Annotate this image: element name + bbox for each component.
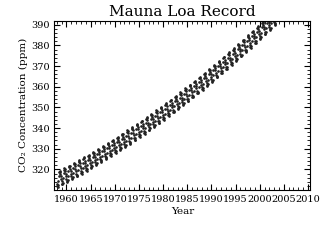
Y-axis label: CO₂ Concentration (ppm): CO₂ Concentration (ppm): [19, 38, 28, 172]
Title: Mauna Loa Record: Mauna Loa Record: [109, 5, 256, 19]
X-axis label: Year: Year: [171, 207, 194, 216]
